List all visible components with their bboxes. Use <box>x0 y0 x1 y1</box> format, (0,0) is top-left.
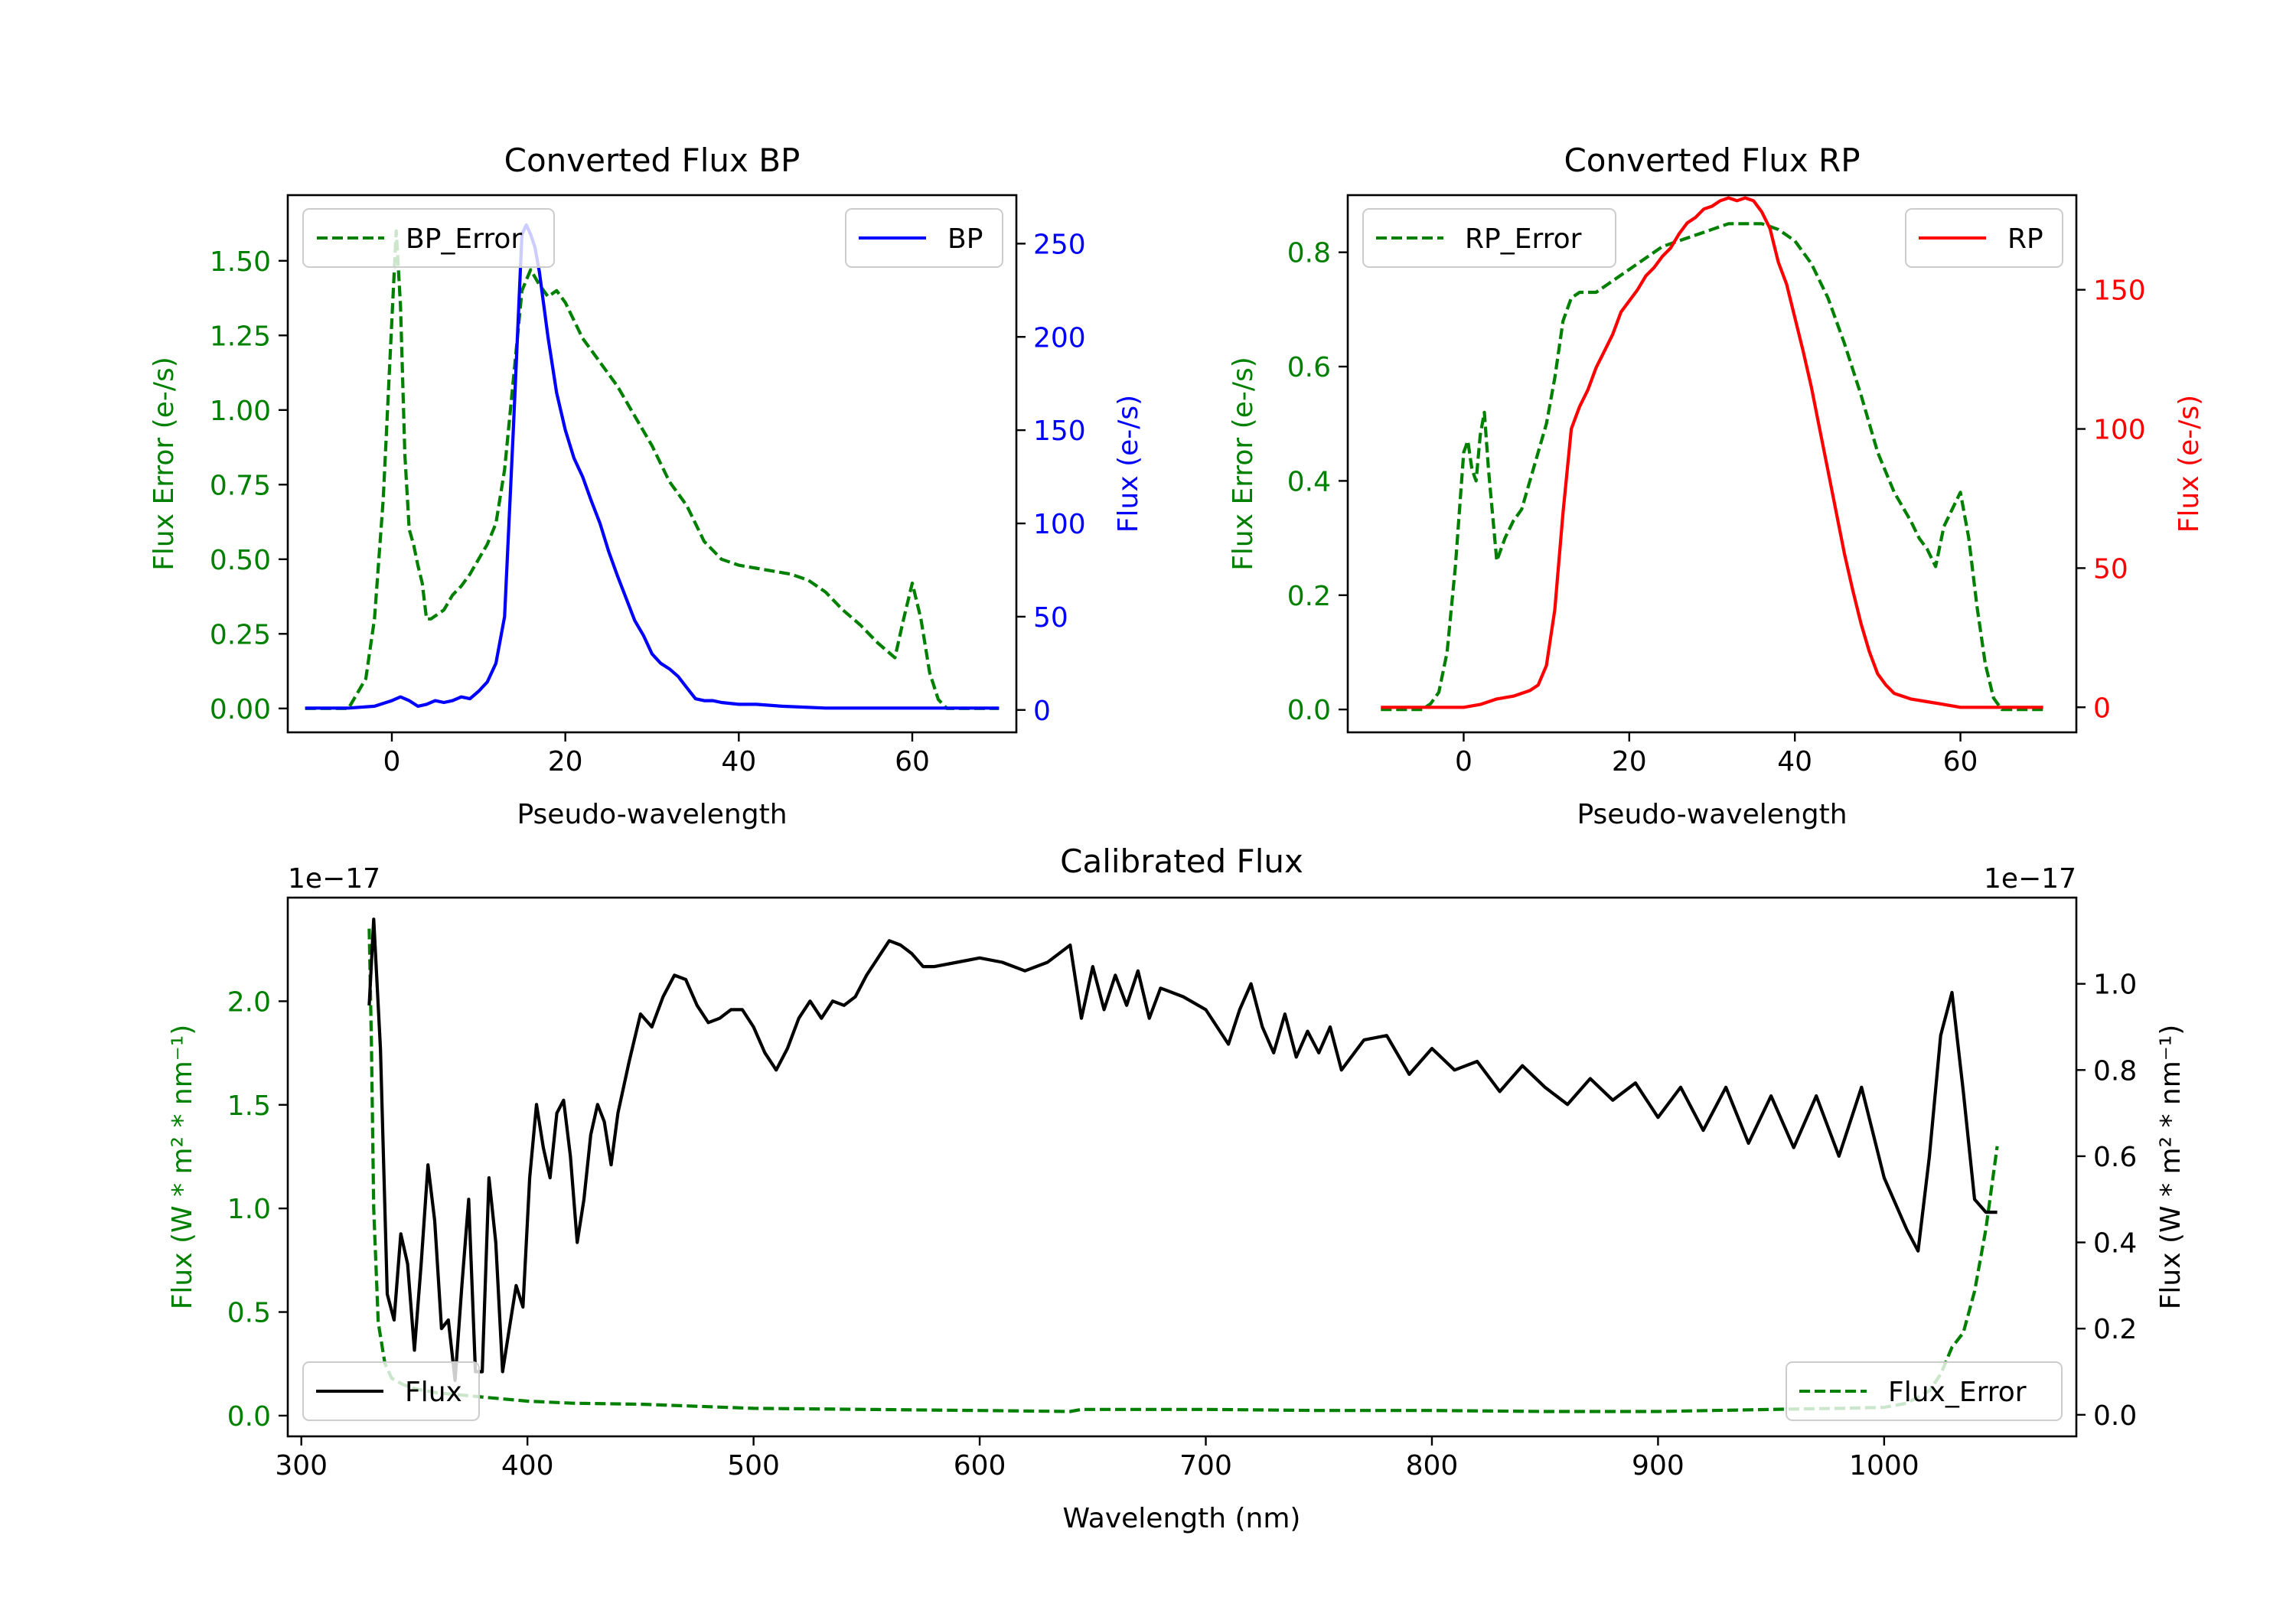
bp-ylabel-left: Flux Error (e-/s) <box>148 357 180 571</box>
cal-ytick-right-label: 0.2 <box>2093 1314 2137 1345</box>
cal-ytick-right-label: 0.6 <box>2093 1142 2137 1173</box>
rp-ticks-layer: 0 20 40 60 0.0 0.2 0.4 0.6 0.8 0 50 100 150 <box>1287 238 2146 777</box>
cal-offset-right: 1e−17 <box>1984 863 2076 895</box>
cal-ylabel-right: Flux (W * m² * nm⁻¹) <box>2155 1025 2187 1310</box>
cal-ytick-right-label: 0.8 <box>2093 1055 2137 1087</box>
cal-xtick-label: 600 <box>954 1450 1006 1482</box>
bp-xtick-label: 60 <box>895 746 930 777</box>
cal-legend-right-label: Flux_Error <box>1888 1377 2027 1408</box>
cal-legend-left-label: Flux <box>405 1377 462 1408</box>
bp-ticks-layer: 0 20 40 60 0.00 0.25 0.50 0.75 1.00 1.25 1.50 0 50 10… <box>210 229 1086 777</box>
cal-ytick-right-label: 1.0 <box>2093 970 2137 1001</box>
rp-ytick-left-label: 0.2 <box>1287 581 1331 612</box>
bp-series-bp-error <box>305 229 1000 710</box>
bp-ytick-left-label: 0.50 <box>210 545 271 576</box>
bp-legend-left[interactable]: BP_Error <box>302 208 555 268</box>
rp-ylabel-right: Flux (e-/s) <box>2174 395 2205 533</box>
cal-xtick-label: 1000 <box>1849 1450 1919 1482</box>
rp-ytick-right-label: 0 <box>2093 693 2111 724</box>
bp-ylabel-right: Flux (e-/s) <box>1113 395 1144 533</box>
cal-legend-left[interactable]: Flux <box>302 1361 480 1421</box>
rp-xtick-label: 0 <box>1455 746 1473 777</box>
rp-series-layer <box>1381 196 2043 712</box>
bp-ytick-left-label: 1.25 <box>210 321 271 352</box>
bp-xlabel: Pseudo-wavelength <box>517 799 787 830</box>
rp-xlabel: Pseudo-wavelength <box>1577 799 1847 830</box>
bp-ytick-left-label: 1.50 <box>210 246 271 278</box>
bp-legend-right[interactable]: BP <box>845 208 1003 268</box>
bp-ytick-left-label: 0.75 <box>210 470 271 501</box>
rp-legend-right-label: RP <box>2007 223 2043 255</box>
bp-ytick-right-label: 100 <box>1033 509 1086 540</box>
bp-series-layer <box>305 223 1000 710</box>
cal-ytick-left-label: 1.5 <box>227 1090 271 1122</box>
cal-ytick-right-label: 0.4 <box>2093 1228 2137 1260</box>
rp-series-rp-error <box>1381 222 2043 712</box>
rp-ytick-right-label: 100 <box>2093 415 2146 446</box>
bp-ytick-right-label: 250 <box>1033 229 1086 260</box>
rp-ytick-left-label: 0.0 <box>1287 695 1331 726</box>
rp-legend-left-box <box>1362 208 1616 268</box>
bp-legend-left-box <box>302 208 555 268</box>
cal-frame <box>286 896 2078 1438</box>
bp-legend-left-label: BP_Error <box>406 223 522 255</box>
rp-legend-left-label: RP_Error <box>1465 223 1582 255</box>
panel-bp: Converted Flux BP 0 20 40 60 0.00 0.25 0.50 0.7… <box>148 142 1144 830</box>
cal-ytick-left-label: 0.0 <box>227 1401 271 1433</box>
cal-title: Calibrated Flux <box>1060 843 1303 880</box>
panel-rp: Converted Flux RP 0 20 40 60 0.0 0.2 0.4 0.6 0.8… <box>1228 142 2205 830</box>
rp-ytick-right-label: 150 <box>2093 275 2146 307</box>
bp-series-bp <box>305 223 1000 710</box>
cal-xtick-label: 300 <box>275 1450 328 1482</box>
cal-legend-right-box <box>1786 1361 2063 1421</box>
cal-xtick-label: 800 <box>1406 1450 1459 1482</box>
cal-ytick-left-label: 1.0 <box>227 1194 271 1225</box>
cal-offset-left: 1e−17 <box>288 863 380 895</box>
bp-xtick-label: 20 <box>548 746 583 777</box>
cal-xtick-label: 400 <box>501 1450 554 1482</box>
rp-xtick-label: 20 <box>1612 746 1647 777</box>
bp-ytick-left-label: 0.25 <box>210 619 271 650</box>
cal-ticks-layer: 300 400 500 600 700 800 900 1000 0.0 0.5 1.0 1.5 2.0… <box>227 970 2138 1482</box>
bp-ytick-left-label: 0.00 <box>210 694 271 725</box>
rp-title: Converted Flux RP <box>1564 142 1860 179</box>
rp-series-rp <box>1381 196 2043 709</box>
cal-xlabel: Wavelength (nm) <box>1063 1503 1301 1534</box>
bp-ytick-right-label: 0 <box>1033 696 1051 727</box>
cal-legend-right[interactable]: Flux_Error <box>1786 1361 2063 1421</box>
cal-xtick-label: 500 <box>727 1450 780 1482</box>
bp-title: Converted Flux BP <box>504 142 801 179</box>
cal-series-flux <box>367 918 1998 1382</box>
panel-cal: Calibrated Flux 1e−17 1e−17 300 400 500 600… <box>167 843 2187 1534</box>
rp-legend-left[interactable]: RP_Error <box>1362 208 1616 268</box>
rp-ylabel-left: Flux Error (e-/s) <box>1228 357 1259 571</box>
cal-xtick-label: 900 <box>1632 1450 1684 1482</box>
rp-xtick-label: 40 <box>1777 746 1812 777</box>
bp-frame <box>286 194 1018 734</box>
bp-ytick-left-label: 1.00 <box>210 396 271 427</box>
bp-xtick-label: 40 <box>721 746 756 777</box>
rp-frame <box>1346 194 2078 734</box>
cal-ylabel-left: Flux (W * m² * nm⁻¹) <box>167 1025 198 1310</box>
cal-xtick-label: 700 <box>1179 1450 1232 1482</box>
rp-ytick-right-label: 50 <box>2093 553 2128 585</box>
cal-ytick-left-label: 0.5 <box>227 1298 271 1329</box>
bp-ytick-right-label: 50 <box>1033 602 1068 634</box>
rp-xtick-label: 60 <box>1943 746 1978 777</box>
cal-ytick-right-label: 0.0 <box>2093 1400 2137 1432</box>
rp-ytick-left-label: 0.6 <box>1287 352 1331 383</box>
cal-ytick-left-label: 2.0 <box>227 986 271 1018</box>
bp-legend-right-label: BP <box>947 223 983 255</box>
cal-legend-left-box <box>302 1361 480 1421</box>
bp-ytick-right-label: 150 <box>1033 416 1086 447</box>
bp-ytick-right-label: 200 <box>1033 322 1086 354</box>
rp-ytick-left-label: 0.4 <box>1287 466 1331 497</box>
rp-ytick-left-label: 0.8 <box>1287 238 1331 269</box>
bp-xtick-label: 0 <box>383 746 401 777</box>
rp-legend-right[interactable]: RP <box>1905 208 2063 268</box>
